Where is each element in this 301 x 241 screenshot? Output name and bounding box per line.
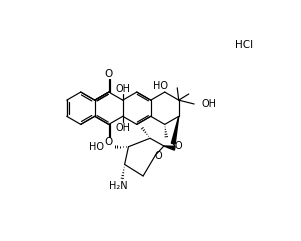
Text: HO: HO [153, 80, 168, 91]
Text: O: O [155, 151, 162, 161]
Text: O: O [105, 137, 113, 147]
Text: HO: HO [89, 142, 104, 152]
Text: O: O [175, 141, 182, 151]
Text: OH: OH [115, 123, 130, 133]
Polygon shape [164, 146, 175, 150]
Text: OH: OH [201, 99, 216, 109]
Text: O: O [105, 69, 113, 79]
Text: H₂N: H₂N [109, 181, 128, 191]
Text: HCl: HCl [235, 40, 253, 50]
Polygon shape [171, 116, 179, 144]
Text: OH: OH [115, 84, 130, 94]
